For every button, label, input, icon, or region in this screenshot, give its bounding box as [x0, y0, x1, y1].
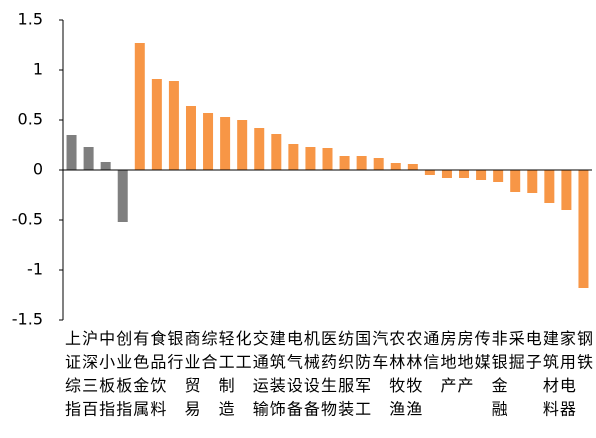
bar [373, 158, 384, 170]
x-tick-label: 纺织服装 [335, 330, 354, 424]
bar [254, 128, 265, 170]
bar [83, 147, 94, 170]
x-tick-label: 钢铁 [574, 330, 593, 377]
x-tick-label: 商业贸易 [181, 330, 200, 424]
x-tick-label: 银行 [164, 330, 183, 377]
x-tick-label: 通信 [420, 330, 439, 377]
y-tick-label: 1 [33, 60, 43, 79]
x-tick-label: 创业板指 [113, 330, 132, 424]
x-tick-label: 农林牧渔 [386, 330, 405, 424]
bar [185, 106, 196, 170]
bar [544, 170, 555, 203]
bar [322, 148, 333, 170]
y-tick-label: 0 [33, 160, 43, 179]
x-tick-label: 食品饮料 [147, 330, 166, 424]
x-tick-label: 综合 [199, 330, 218, 377]
x-tick-label: 中小板指 [96, 330, 115, 424]
y-tick-label: -1.5 [12, 310, 43, 329]
x-tick-label: 电子 [523, 330, 542, 377]
bar [339, 156, 350, 170]
x-tick-label: 有色金属 [130, 330, 149, 424]
bar [66, 135, 77, 170]
bar [100, 162, 111, 170]
bar [390, 163, 401, 170]
bar [424, 170, 435, 175]
x-tick-label: 医药生物 [318, 330, 337, 424]
bar [271, 134, 282, 170]
x-tick-label: 家用电器 [557, 330, 576, 424]
bar [527, 170, 538, 193]
x-tick-label: 国防军工 [352, 330, 371, 424]
x-tick-label: 农林牧渔 [403, 330, 422, 424]
bar [237, 120, 248, 170]
bar [220, 117, 231, 170]
bar [476, 170, 487, 180]
x-tick-label: 建筑装饰 [267, 330, 286, 424]
bar [305, 147, 316, 170]
x-tick-label: 交通运输 [250, 330, 269, 424]
x-tick-label: 机械设备 [301, 330, 320, 424]
bar [493, 170, 504, 182]
bar [134, 43, 145, 170]
x-tick-label: 汽车 [369, 330, 388, 377]
bar [441, 170, 452, 178]
x-tick-label: 房地产 [437, 330, 456, 401]
y-tick-label: 0.5 [18, 110, 43, 129]
bar [117, 170, 128, 222]
bar [151, 79, 162, 170]
bar [510, 170, 521, 192]
y-tick-label: -1 [27, 260, 43, 279]
bar [407, 164, 418, 170]
bar [203, 113, 214, 170]
bar [168, 81, 179, 170]
y-tick-label: 1.5 [18, 10, 43, 29]
x-tick-label: 电气设备 [284, 330, 303, 424]
bar [561, 170, 572, 210]
x-tick-label: 采掘 [506, 330, 525, 377]
bar [356, 156, 367, 170]
bar [578, 170, 589, 288]
x-tick-label: 上证综指 [62, 330, 81, 424]
x-tick-label: 轻工制造 [216, 330, 235, 424]
x-tick-label: 沪深三百 [79, 330, 98, 424]
x-tick-label: 建筑材料 [540, 330, 559, 424]
bar [288, 144, 299, 170]
x-tick-label: 房地产 [455, 330, 474, 401]
x-tick-label: 传媒 [472, 330, 491, 377]
x-tick-label: 非银金融 [489, 330, 508, 424]
bar [459, 170, 470, 178]
y-tick-label: -0.5 [12, 210, 43, 229]
x-tick-label: 化工 [233, 330, 252, 377]
